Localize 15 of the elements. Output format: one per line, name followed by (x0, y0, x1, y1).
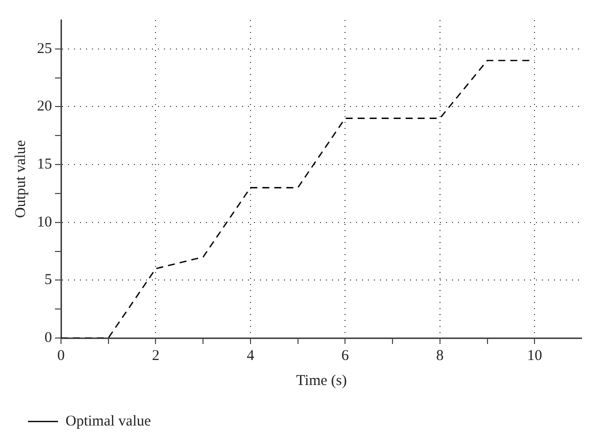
x-tick-label: 4 (246, 348, 255, 364)
x-tick-label: 10 (527, 348, 542, 364)
x-tick-label: 0 (57, 348, 65, 364)
x-tick-label: 6 (341, 348, 350, 364)
x-tick-label: 2 (152, 348, 160, 364)
y-tick-label: 20 (37, 98, 52, 115)
x-tick-label: 8 (436, 348, 444, 364)
y-tick-label: 15 (37, 156, 52, 172)
y-tick-label: 25 (37, 40, 52, 57)
y-tick-label: 0 (44, 330, 52, 346)
y-tick-label: 10 (37, 214, 52, 230)
legend-label: Optimal value (66, 413, 152, 430)
x-axis-title: Time (s) (296, 372, 347, 389)
y-axis-title: Output value (12, 140, 29, 218)
y-tick-label: 5 (44, 272, 52, 288)
